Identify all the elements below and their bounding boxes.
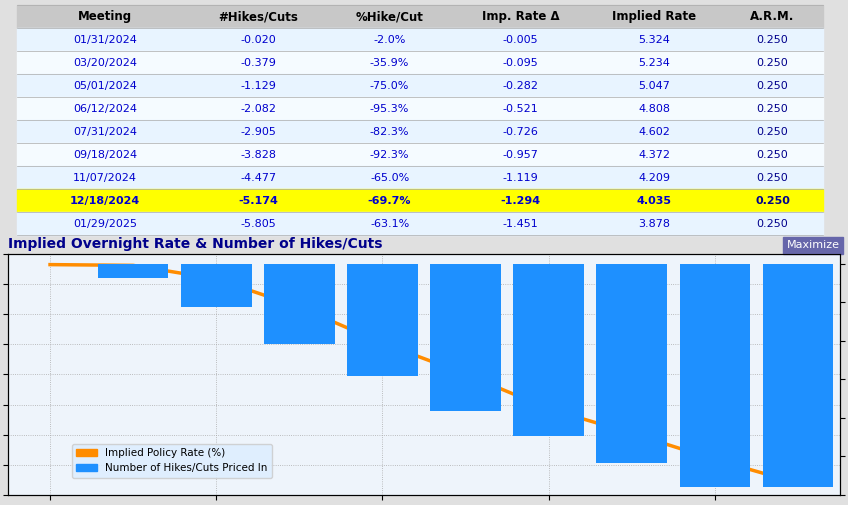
Text: -0.005: -0.005	[503, 34, 538, 44]
Text: Implied Overnight Rate & Number of Hikes/Cuts: Implied Overnight Rate & Number of Hikes…	[8, 237, 383, 251]
Text: 01/29/2025: 01/29/2025	[73, 219, 137, 229]
Text: 0.250: 0.250	[756, 127, 789, 136]
Text: 07/31/2024: 07/31/2024	[73, 127, 137, 136]
Text: 4.035: 4.035	[637, 195, 672, 206]
Text: A.R.M.: A.R.M.	[750, 10, 795, 23]
Text: 0.250: 0.250	[756, 58, 789, 68]
Text: 06/12/2024: 06/12/2024	[73, 104, 137, 114]
Bar	[17, 74, 823, 97]
Text: -82.3%: -82.3%	[370, 127, 410, 136]
Bar	[596, 264, 667, 463]
Text: -2.082: -2.082	[241, 104, 276, 114]
Bar	[679, 264, 750, 487]
Bar	[17, 5, 823, 28]
Bar	[98, 264, 169, 278]
Text: -0.957: -0.957	[503, 149, 538, 160]
Text: 11/07/2024: 11/07/2024	[73, 173, 137, 183]
Text: 4.602: 4.602	[639, 127, 670, 136]
Text: -92.3%: -92.3%	[370, 149, 410, 160]
Text: 4.808: 4.808	[639, 104, 670, 114]
Bar	[17, 97, 823, 120]
Text: %Hike/Cut: %Hike/Cut	[355, 10, 423, 23]
Text: -0.020: -0.020	[241, 34, 276, 44]
Text: -0.379: -0.379	[241, 58, 276, 68]
Text: -69.7%: -69.7%	[368, 195, 411, 206]
Text: -4.477: -4.477	[241, 173, 276, 183]
Text: 0.250: 0.250	[756, 81, 789, 90]
Text: 09/18/2024: 09/18/2024	[73, 149, 137, 160]
Legend: Implied Policy Rate (%), Number of Hikes/Cuts Priced In: Implied Policy Rate (%), Number of Hikes…	[72, 444, 271, 478]
Text: 4.209: 4.209	[639, 173, 670, 183]
Bar	[347, 264, 418, 376]
Text: -1.294: -1.294	[500, 195, 541, 206]
Text: -65.0%: -65.0%	[370, 173, 410, 183]
Text: -0.095: -0.095	[503, 58, 538, 68]
Text: -63.1%: -63.1%	[370, 219, 410, 229]
Text: 0.250: 0.250	[756, 104, 789, 114]
Text: -5.174: -5.174	[238, 195, 278, 206]
Text: -0.521: -0.521	[503, 104, 538, 114]
Bar	[181, 264, 252, 307]
Text: -0.282: -0.282	[503, 81, 538, 90]
Bar	[17, 143, 823, 166]
Text: Imp. Rate Δ: Imp. Rate Δ	[482, 10, 560, 23]
Text: 5.047: 5.047	[639, 81, 670, 90]
Text: 0.250: 0.250	[756, 149, 789, 160]
Text: Meeting: Meeting	[78, 10, 132, 23]
Text: -3.828: -3.828	[241, 149, 276, 160]
Text: -1.119: -1.119	[503, 173, 538, 183]
Bar	[513, 264, 584, 436]
Text: -1.129: -1.129	[241, 81, 276, 90]
Text: -2.0%: -2.0%	[373, 34, 406, 44]
Text: 0.250: 0.250	[756, 219, 789, 229]
Text: -95.3%: -95.3%	[370, 104, 410, 114]
Bar	[430, 264, 501, 411]
Bar	[17, 212, 823, 235]
Text: 3.878: 3.878	[639, 219, 670, 229]
Bar	[762, 264, 834, 487]
Text: 12/18/2024: 12/18/2024	[70, 195, 140, 206]
Text: -1.451: -1.451	[503, 219, 538, 229]
Text: 01/31/2024: 01/31/2024	[73, 34, 137, 44]
Bar	[17, 166, 823, 189]
Text: -75.0%: -75.0%	[370, 81, 410, 90]
Text: 0.250: 0.250	[755, 195, 790, 206]
Text: -0.726: -0.726	[503, 127, 538, 136]
Text: 0.250: 0.250	[756, 173, 789, 183]
Text: 05/01/2024: 05/01/2024	[73, 81, 137, 90]
Bar	[17, 189, 823, 212]
Bar	[17, 120, 823, 143]
Text: 5.324: 5.324	[639, 34, 670, 44]
Text: 4.372: 4.372	[639, 149, 670, 160]
Text: Implied Rate: Implied Rate	[612, 10, 696, 23]
Bar	[264, 264, 335, 344]
Text: 03/20/2024: 03/20/2024	[73, 58, 137, 68]
Text: 5.234: 5.234	[639, 58, 670, 68]
Bar	[17, 51, 823, 74]
Text: -35.9%: -35.9%	[370, 58, 410, 68]
Text: -2.905: -2.905	[241, 127, 276, 136]
Bar	[17, 28, 823, 51]
Text: #Hikes/Cuts: #Hikes/Cuts	[219, 10, 298, 23]
Text: Maximize: Maximize	[787, 240, 840, 250]
Text: 0.250: 0.250	[756, 34, 789, 44]
Text: -5.805: -5.805	[241, 219, 276, 229]
